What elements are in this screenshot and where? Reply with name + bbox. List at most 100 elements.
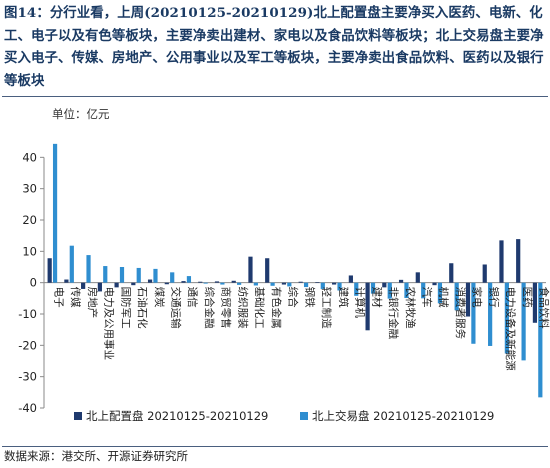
bar-series2 [69, 245, 74, 283]
bar-series1 [248, 256, 253, 283]
bar-series2 [103, 266, 108, 283]
bar-series1 [516, 239, 521, 283]
x-category-label: 消费者服务 [454, 287, 467, 340]
x-category-label: 家电 [471, 287, 484, 308]
x-category-label: 钢铁 [303, 287, 316, 308]
legend-swatch-series2 [300, 412, 308, 420]
y-tick-label: -10 [18, 307, 37, 321]
bar-series1 [365, 282, 370, 331]
bars-group [47, 143, 543, 398]
x-category-label: 非银行金融 [387, 287, 400, 340]
x-category-label: 房地产 [86, 287, 99, 319]
bar-series1 [97, 282, 102, 292]
y-tick-label: 40 [22, 150, 37, 164]
bar-series2 [488, 282, 493, 346]
x-category-label: 石油石化 [136, 287, 149, 329]
bar-series2 [404, 282, 409, 299]
bar-series2 [119, 267, 125, 283]
y-tick-label: -40 [18, 401, 37, 415]
bar-series2 [370, 282, 376, 294]
bar-series1 [432, 282, 437, 286]
x-category-label: 机械 [437, 287, 450, 308]
x-category-label: 电子 [52, 287, 65, 308]
x-category-label: 医药 [521, 287, 533, 308]
x-category-label: 轻工制造 [320, 287, 333, 329]
x-category-label: 煤炭 [153, 287, 166, 308]
y-tick-label: 0 [30, 276, 37, 290]
legend-swatch-series1 [74, 412, 82, 420]
y-tick-label: 30 [22, 182, 37, 196]
bar-series2 [354, 282, 359, 296]
bar-series2 [387, 282, 392, 299]
x-category-label: 农林牧渔 [404, 287, 417, 329]
bar-series1 [315, 282, 320, 283]
x-category-label: 电力设备及新能源 [504, 287, 517, 371]
caption-divider [2, 96, 548, 97]
bar-series2 [303, 282, 309, 288]
bar-series1 [281, 282, 287, 285]
bar-series1 [64, 279, 69, 283]
bar-series1 [532, 282, 538, 323]
bar-series1 [81, 282, 86, 289]
bar-series1 [465, 282, 471, 317]
bar-series1 [198, 281, 203, 283]
bar-series1 [332, 282, 337, 285]
bar-series1 [181, 281, 186, 283]
data-source-note: 数据来源：港交所、开源证券研究所 [4, 449, 188, 463]
bar-series1 [47, 258, 52, 283]
bar-series1 [415, 272, 420, 283]
x-axis-labels: 电子 传媒 房地产 电力及公用事业 国防军工 石油石化 煤炭 交通运输 通信 综合金融 商贸零售 纺织… [52, 287, 550, 371]
x-category-label: 交通运输 [170, 287, 183, 329]
x-category-label: 汽车 [421, 287, 434, 308]
y-axis: -40 -30 -20 -10 0 10 20 30 40 [18, 150, 546, 415]
bar-series1 [147, 279, 153, 283]
x-category-label: 有色金属 [270, 287, 283, 329]
bar-series1 [265, 258, 270, 283]
bar-series2 [287, 282, 292, 287]
bar-series2 [471, 282, 476, 344]
legend-label-series2: 北上交易盘 20210125-20210129 [312, 409, 494, 423]
bar-series1 [131, 282, 136, 286]
bar-series1 [348, 275, 353, 283]
bar-series2 [136, 267, 141, 283]
bar-series2 [153, 268, 158, 283]
bar-series2 [538, 282, 543, 398]
x-category-label: 综合 [287, 287, 300, 308]
bar-series1 [382, 282, 387, 288]
source-divider [2, 446, 548, 447]
bar-series2 [521, 282, 526, 361]
bar-series2 [454, 282, 459, 311]
x-category-label: 国防军工 [119, 287, 132, 329]
x-category-label: 传媒 [69, 287, 82, 308]
x-category-label: 基础化工 [253, 287, 266, 329]
x-category-label: 商贸零售 [220, 287, 233, 329]
bar-series2 [437, 282, 443, 304]
bar-series2 [270, 282, 275, 286]
legend-label-series1: 北上配置盘 20210125-20210129 [86, 409, 268, 423]
y-tick-label: -20 [18, 338, 37, 352]
bar-series2 [253, 282, 258, 286]
x-category-label: 综合金融 [203, 287, 216, 329]
unit-label: 单位：亿元 [52, 107, 110, 121]
bar-series1 [214, 281, 220, 283]
x-category-label: 建材 [370, 287, 383, 308]
x-category-label: 电力及公用事业 [103, 287, 116, 361]
bar-series2 [52, 143, 58, 283]
figure-caption: 图14：分行业看，上周(20210125-20210129)北上配置盘主要净买入… [4, 5, 544, 89]
y-tick-label: 10 [22, 244, 37, 258]
bar-series2 [203, 282, 208, 284]
y-tick-label: -30 [18, 370, 37, 384]
y-tick-label: 20 [22, 213, 37, 227]
bar-series1 [499, 240, 504, 283]
bar-series1 [114, 282, 119, 288]
bar-chart: 单位：亿元 -40 -30 -20 -10 0 10 20 30 40 电子 传媒 房地产 电力及公用… [18, 107, 550, 423]
legend: 北上配置盘 20210125-20210129 北上交易盘 20210125-2… [74, 409, 494, 423]
bar-series2 [170, 272, 175, 283]
bar-series2 [320, 282, 325, 289]
bar-series1 [398, 279, 404, 283]
bar-series1 [298, 281, 303, 283]
bar-series2 [86, 255, 91, 283]
bar-series1 [482, 264, 487, 283]
bar-series2 [421, 282, 426, 299]
x-category-label: 计算机 [354, 287, 367, 319]
